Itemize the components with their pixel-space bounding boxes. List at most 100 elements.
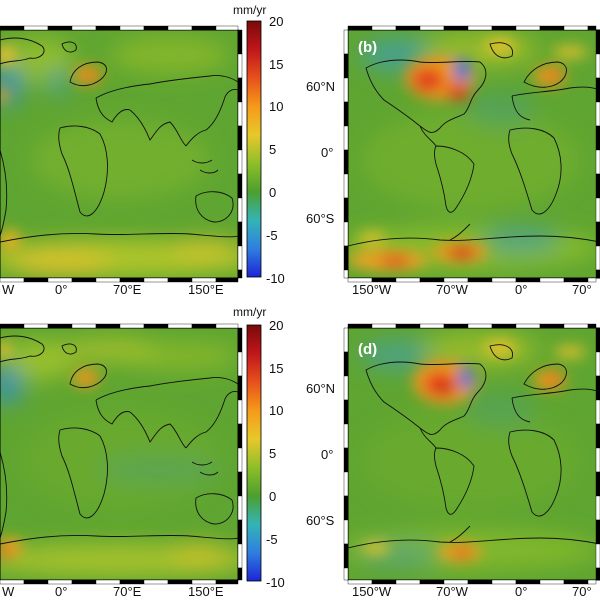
frame-tick	[95, 25, 121, 31]
frame-tick	[595, 447, 600, 473]
frame-tick	[237, 269, 243, 279]
frame-tick	[539, 579, 565, 585]
panel-d-coastlines	[348, 344, 600, 549]
frame-tick	[237, 495, 243, 521]
lon-label: W	[2, 584, 15, 599]
frame-tick	[595, 519, 600, 545]
frame-tick	[343, 423, 349, 449]
frame-tick	[343, 399, 349, 425]
colorbar-top-ticks: 20 15 10 5 0 -5 -10	[266, 14, 285, 286]
frame-tick	[237, 567, 243, 581]
frame-tick	[237, 447, 243, 473]
lat-label: 0°	[321, 447, 333, 462]
frame-tick	[237, 173, 243, 199]
frame-tick	[419, 323, 445, 329]
frame-tick	[595, 245, 600, 271]
frame-tick	[215, 25, 239, 31]
lon-label: 0°	[515, 282, 527, 297]
frame-tick	[0, 25, 25, 31]
frame-tick	[119, 25, 145, 31]
frame-tick	[343, 567, 349, 581]
frame-tick	[595, 29, 600, 55]
frame-tick	[467, 323, 493, 329]
frame-tick	[47, 323, 73, 329]
lon-label: 150°E	[188, 584, 224, 599]
frame-tick	[343, 351, 349, 377]
frame-tick	[595, 221, 600, 247]
frame-tick	[343, 77, 349, 103]
panel-b-frame-ticks	[343, 25, 600, 283]
colorbar-unit: mm/yr	[233, 305, 266, 319]
frame-tick	[595, 471, 600, 497]
lon-label: 150°W	[352, 282, 392, 297]
frame-tick	[491, 579, 517, 585]
frame-tick	[595, 351, 600, 377]
colorbar-unit: mm/yr	[233, 3, 266, 17]
colorbar-top: mm/yr 20 15 10 5 0 -5 -10	[233, 3, 285, 286]
colorbar-bottom: mm/yr 20 15 10 5 0 -5 -10	[233, 305, 285, 590]
frame-tick	[443, 25, 469, 31]
frame-tick	[191, 25, 217, 31]
frame-tick	[515, 25, 541, 31]
lon-label: 70°W	[436, 282, 469, 297]
frame-tick	[71, 25, 97, 31]
frame-tick	[343, 471, 349, 497]
panel-d-frame-ticks	[343, 323, 600, 585]
frame-tick	[343, 495, 349, 521]
frame-tick	[467, 579, 493, 585]
frame-tick	[343, 543, 349, 569]
frame-tick	[595, 197, 600, 223]
colorbar-tick: -10	[266, 271, 285, 286]
frame-tick	[595, 149, 600, 175]
panel-a-field	[0, 30, 238, 278]
frame-tick	[237, 101, 243, 127]
frame-tick	[595, 269, 600, 279]
map-panel-a: W 0° 70°E 150°E	[0, 25, 243, 297]
lon-label: W	[2, 282, 15, 297]
lat-label: 60°S	[306, 211, 335, 226]
frame-tick	[347, 25, 373, 31]
frame-tick	[215, 579, 239, 585]
frame-tick	[587, 579, 597, 585]
panel-a-frame-ticks	[0, 25, 243, 283]
frame-tick	[343, 125, 349, 151]
colorbar-tick: 15	[269, 361, 283, 376]
panel-a-lon-labels: W 0° 70°E 150°E	[2, 282, 224, 297]
lat-label: 60°S	[306, 513, 335, 528]
frame-tick	[595, 327, 600, 353]
frame-tick	[343, 519, 349, 545]
frame-tick	[143, 25, 169, 31]
frame-tick	[595, 53, 600, 79]
frame-tick	[595, 125, 600, 151]
frame-tick	[23, 579, 49, 585]
lat-label: 60°N	[306, 381, 335, 396]
frame-tick	[23, 277, 49, 283]
frame-tick	[347, 323, 373, 329]
frame-tick	[595, 543, 600, 569]
map-panel-d: (d) 60°N 0° 60°S 150°W 70°W 0° 70°	[306, 323, 600, 599]
colorbar-bottom-ticks: 20 15 10 5 0 -5 -10	[266, 318, 285, 590]
frame-tick	[23, 25, 49, 31]
frame-tick	[0, 323, 25, 329]
panel-d-field: (d)	[348, 328, 600, 580]
colorbar-tick: 15	[269, 57, 283, 72]
frame-tick	[491, 25, 517, 31]
frame-tick	[343, 375, 349, 401]
frame-tick	[167, 323, 193, 329]
colorbar-tick: 10	[269, 403, 283, 418]
frame-tick	[539, 25, 565, 31]
frame-tick	[237, 375, 243, 401]
frame-tick	[515, 323, 541, 329]
frame-tick	[237, 327, 243, 353]
frame-tick	[595, 567, 600, 581]
frame-tick	[167, 25, 193, 31]
panel-c-coastlines	[0, 335, 238, 545]
frame-tick	[237, 125, 243, 151]
frame-tick	[343, 173, 349, 199]
colorbar-tick: 20	[269, 318, 283, 333]
lon-label: 70°	[572, 584, 592, 599]
frame-tick	[215, 323, 239, 329]
frame-tick	[395, 579, 421, 585]
frame-tick	[237, 471, 243, 497]
frame-tick	[587, 25, 597, 31]
